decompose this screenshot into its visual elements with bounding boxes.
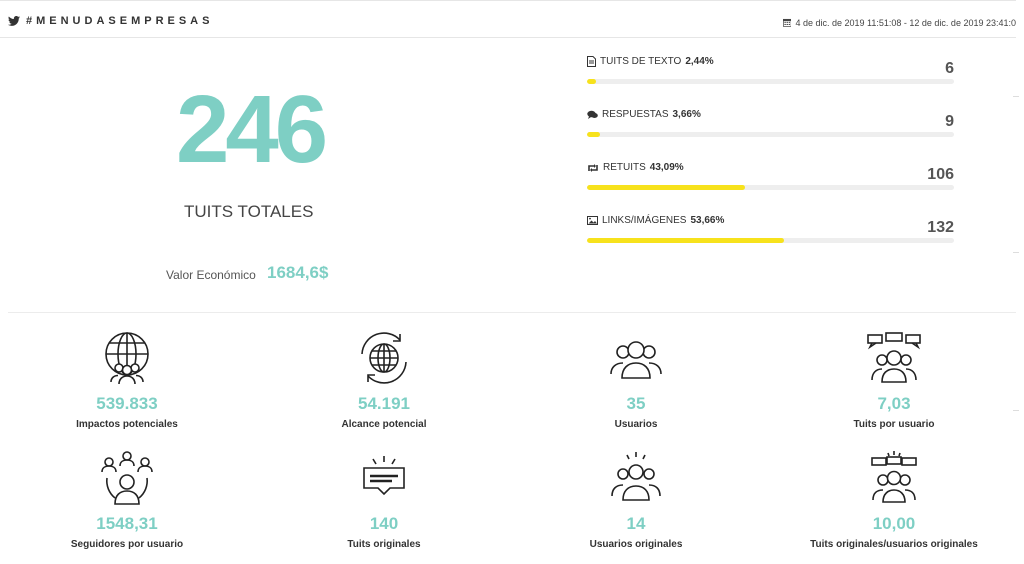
globe-refresh-icon <box>361 332 407 384</box>
stat-label: RETUITS <box>603 162 646 173</box>
stat-retweets: RETUITS 43,09% 106 <box>587 162 954 198</box>
stat-percent: 3,66% <box>672 109 701 120</box>
dashboard-header: #MENUDASEMPRESAS 4 de dic. de 2019 11:51… <box>0 0 1016 38</box>
edge-divider <box>1013 252 1019 253</box>
metric-value: 54.191 <box>358 394 410 413</box>
total-tweets-number: 246 <box>176 76 328 183</box>
speech-bubbles-icon <box>587 110 598 119</box>
metric-value: 14 <box>626 514 646 533</box>
message-box-icon <box>363 456 405 496</box>
globe-people-icon <box>105 332 149 385</box>
date-range-text: 4 de dic. de 2019 11:51:08 - 12 de dic. … <box>795 17 1016 28</box>
users-spark-icon <box>611 452 661 501</box>
metric-original-tweets: 140 Tuits originales <box>264 450 504 550</box>
stat-bar-fill <box>587 79 596 84</box>
stat-percent: 53,66% <box>690 215 725 226</box>
metric-original-tweets-per-original-users: 10,00 Tuits originales/usuarios original… <box>774 450 1014 550</box>
metric-potential-impacts: 539.833 Impactos potenciales <box>7 330 247 430</box>
stat-label: RESPUESTAS <box>602 109 669 120</box>
stat-bar <box>587 185 954 190</box>
stat-bar <box>587 238 954 243</box>
stat-label: TUITS DE TEXTO <box>600 56 682 67</box>
metric-label: Tuits originales/usuarios originales <box>810 539 978 550</box>
retweet-icon <box>588 163 598 172</box>
stat-replies: RESPUESTAS 3,66% 9 <box>587 109 954 145</box>
metric-tweets-per-user: 7,03 Tuits por usuario <box>774 330 1014 430</box>
metric-potential-reach: 54.191 Alcance potencial <box>264 330 504 430</box>
metric-value: 140 <box>369 514 399 533</box>
metric-label: Impactos potenciales <box>76 419 178 430</box>
user-network-icon <box>101 451 153 505</box>
stat-count: 132 <box>927 219 954 236</box>
metric-label: Seguidores por usuario <box>70 539 184 550</box>
stat-label: LINKS/IMÁGENES <box>602 215 687 226</box>
metric-label: Usuarios originales <box>589 539 683 550</box>
stat-bar-fill <box>587 238 784 243</box>
stat-links-images: LINKS/IMÁGENES 53,66% 132 <box>587 215 954 251</box>
stat-count: 106 <box>927 166 954 183</box>
hashtag-text: #MENUDASEMPRESAS <box>26 15 214 27</box>
metric-label: Tuits originales <box>347 539 421 550</box>
stat-bar <box>587 79 954 84</box>
scroll-edge <box>1016 0 1024 564</box>
stat-count: 6 <box>945 60 954 77</box>
metric-followers-per-user: 1548,31 Seguidores por usuario <box>7 450 247 550</box>
twitter-icon <box>8 16 20 26</box>
stat-bar <box>587 132 954 137</box>
total-tweets-label: TUITS TOTALES <box>184 202 314 221</box>
stat-bar-fill <box>587 185 746 190</box>
stat-percent: 43,09% <box>649 162 684 173</box>
image-icon <box>587 216 598 225</box>
edge-divider <box>1013 410 1019 411</box>
users-chat-spark-icon <box>871 451 917 503</box>
date-range-picker[interactable]: 4 de dic. de 2019 11:51:08 - 12 de dic. … <box>783 17 1016 28</box>
metric-original-users: 14 Usuarios originales <box>516 450 756 550</box>
metric-value: 10,00 <box>872 514 916 533</box>
metric-value: 539.833 <box>96 394 158 413</box>
stat-percent: 2,44% <box>685 56 714 67</box>
section-divider <box>8 312 1016 313</box>
metric-value: 35 <box>626 394 646 413</box>
document-icon <box>587 56 596 67</box>
users-group-icon <box>610 341 662 379</box>
stat-text-tweets: TUITS DE TEXTO 2,44% 6 <box>587 56 954 92</box>
metric-value: 7,03 <box>877 394 911 413</box>
calendar-icon <box>783 18 792 27</box>
edge-divider <box>1013 96 1019 97</box>
metric-label: Usuarios <box>614 419 658 430</box>
metric-users: 35 Usuarios <box>516 330 756 430</box>
metric-label: Alcance potencial <box>341 419 427 430</box>
economic-value-label: Valor Económico <box>166 268 256 282</box>
stat-count: 9 <box>945 113 954 130</box>
users-chat-icon <box>867 332 921 383</box>
stat-bar-fill <box>587 132 601 137</box>
hashtag-title: #MENUDASEMPRESAS <box>8 15 213 27</box>
economic-value: 1684,6$ <box>267 263 329 282</box>
metric-label: Tuits por usuario <box>853 419 935 430</box>
metric-value: 1548,31 <box>96 514 158 533</box>
